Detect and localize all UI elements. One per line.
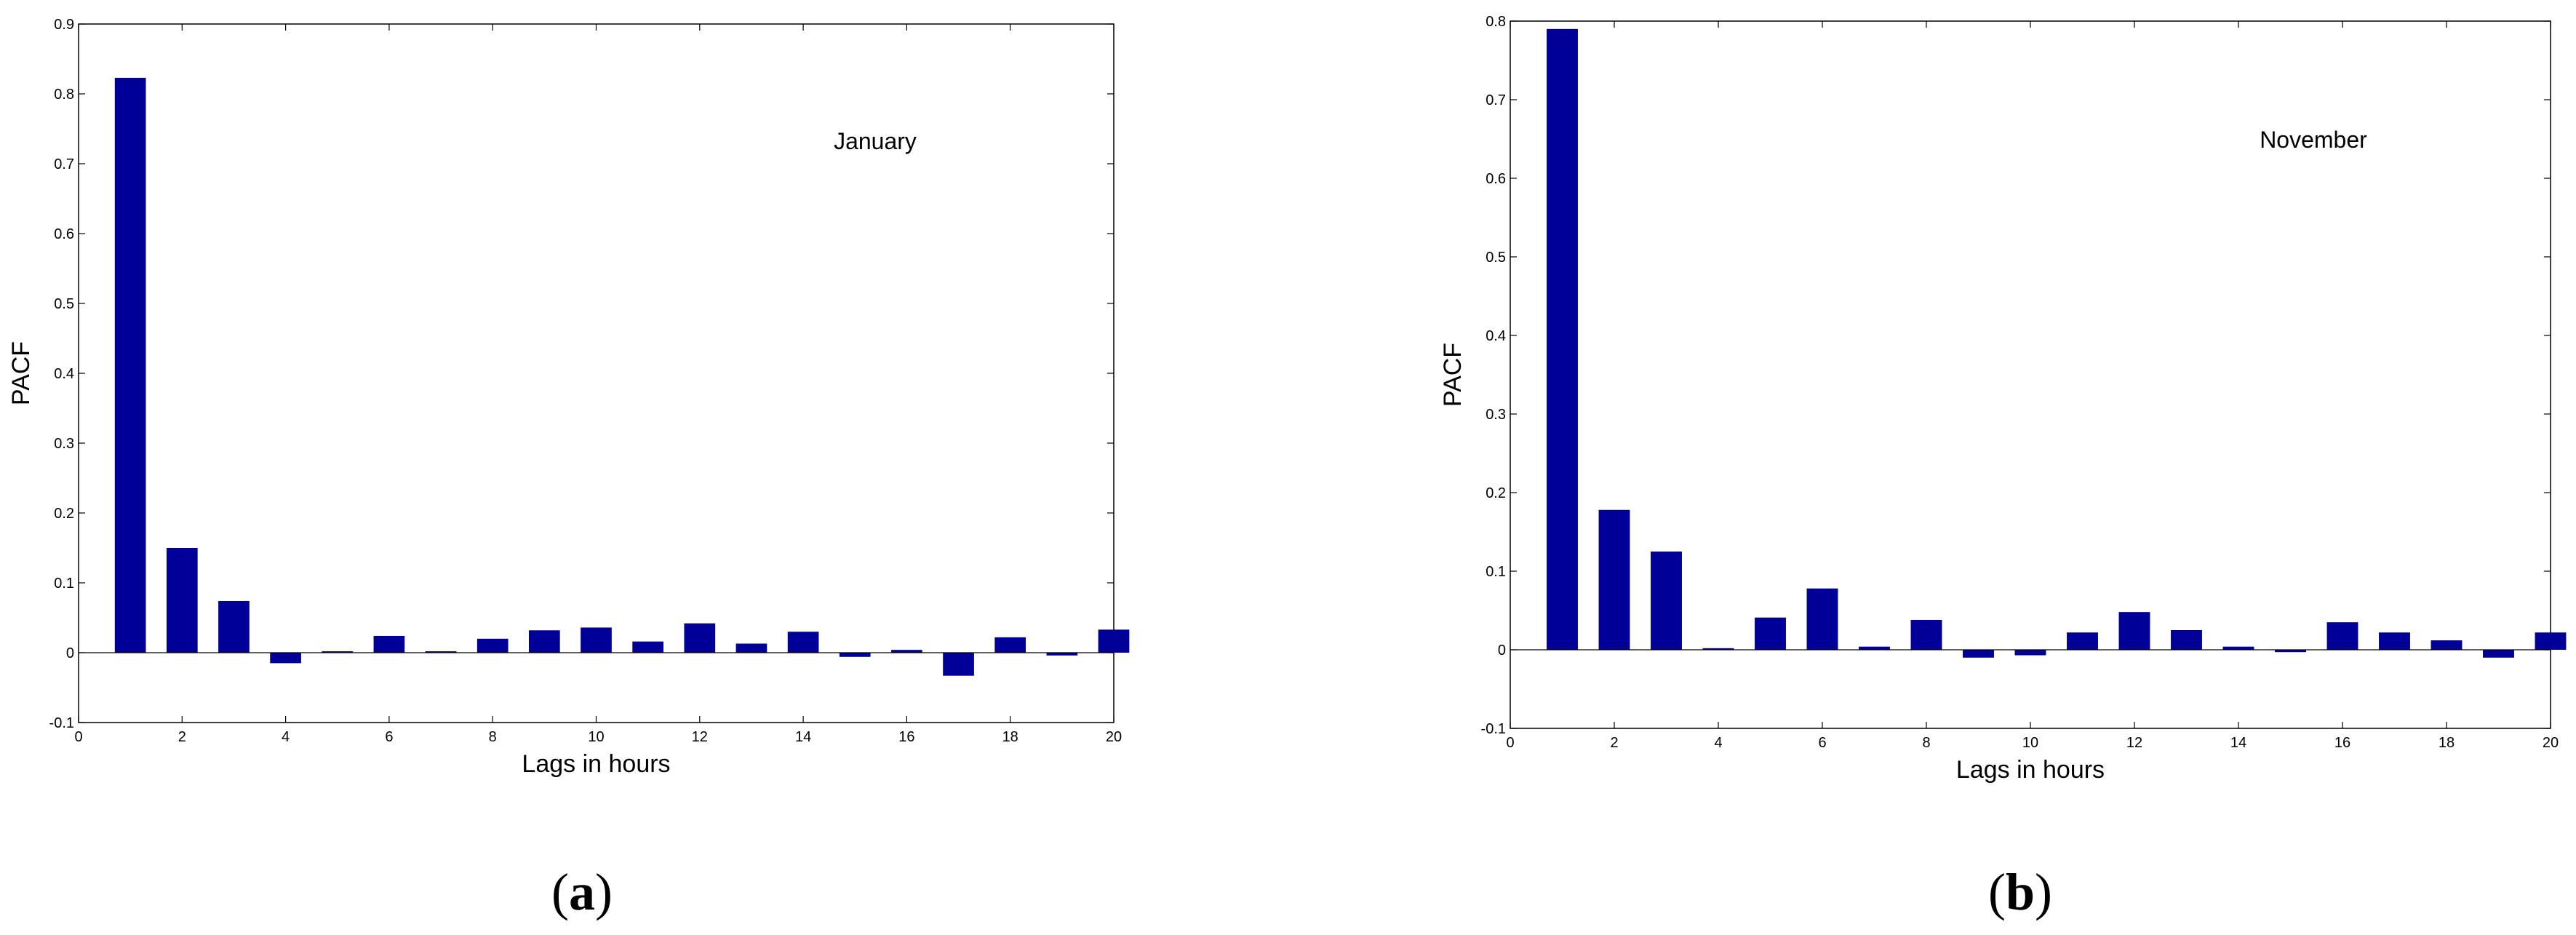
bar-lag-14 — [2222, 646, 2254, 650]
bar-lag-4 — [270, 653, 301, 664]
bar-lag-2 — [166, 548, 198, 653]
bar-lag-7 — [425, 651, 457, 653]
bar-lag-7 — [1859, 646, 1890, 650]
y-tick-label: 0.2 — [54, 506, 74, 522]
bar-lag-12 — [684, 623, 716, 653]
y-tick-label: 0.8 — [1486, 14, 1506, 30]
x-tick-label: 0 — [1506, 735, 1514, 751]
x-tick-label: 16 — [2334, 735, 2350, 751]
bar-lag-15 — [2275, 650, 2306, 653]
panel-label: (a) — [551, 863, 613, 921]
bar-lag-10 — [581, 627, 612, 653]
x-axis-title: Lags in hours — [1956, 756, 2105, 784]
x-tick-label: 14 — [795, 729, 811, 745]
y-axis-title: PACF — [7, 341, 35, 405]
bar-lag-18 — [994, 637, 1026, 653]
x-tick-label: 4 — [282, 729, 290, 745]
month-annotation: January — [834, 128, 917, 154]
y-tick-label: 0.6 — [54, 226, 74, 242]
x-tick-label: 6 — [1818, 735, 1826, 751]
bar-lag-3 — [1651, 552, 1682, 650]
y-tick-label: 0.8 — [54, 87, 74, 103]
y-axis-title: PACF — [1439, 343, 1467, 407]
bar-lag-16 — [2326, 622, 2358, 650]
x-tick-label: 14 — [2230, 735, 2246, 751]
bar-lag-14 — [787, 632, 819, 653]
panel-label: (b) — [1988, 863, 2052, 921]
bar-lag-9 — [529, 630, 560, 653]
y-tick-label: 0.1 — [54, 576, 74, 592]
x-axis-title: Lags in hours — [522, 750, 670, 778]
y-tick-label: 0.5 — [1486, 250, 1506, 266]
x-tick-label: 16 — [898, 729, 914, 745]
x-tick-label: 10 — [588, 729, 604, 745]
bar-lag-6 — [1806, 588, 1838, 650]
bar-lag-17 — [943, 653, 974, 676]
bar-lag-20 — [1098, 629, 1130, 653]
x-tick-label: 0 — [74, 729, 82, 745]
bar-lag-5 — [1755, 617, 1786, 650]
plot-area — [78, 23, 1114, 723]
y-tick-label: 0.7 — [54, 156, 74, 172]
bar-lag-1 — [1547, 28, 1578, 650]
y-tick-label: 0.4 — [54, 366, 74, 382]
bar-lag-18 — [2431, 640, 2463, 650]
bar-lag-16 — [891, 650, 922, 653]
plot-area — [1510, 20, 2551, 729]
bar-lag-10 — [2014, 650, 2046, 656]
month-annotation: November — [2260, 127, 2367, 153]
bar-lag-13 — [2171, 630, 2202, 650]
x-tick-label: 18 — [2439, 735, 2455, 751]
y-tick-label: 0.4 — [1486, 328, 1506, 344]
bar-lag-19 — [1046, 653, 1078, 656]
bar-lag-1 — [114, 77, 146, 653]
x-tick-label: 6 — [385, 729, 393, 745]
bar-lag-11 — [632, 641, 663, 653]
y-tick-label: 0.3 — [54, 436, 74, 452]
y-tick-label: 0.2 — [1486, 485, 1506, 501]
bar-lag-2 — [1598, 509, 1630, 650]
y-tick-label: 0.3 — [1486, 407, 1506, 423]
y-tick-label: 0.6 — [1486, 171, 1506, 187]
bar-lag-8 — [476, 638, 509, 653]
y-tick-label: -0.1 — [49, 715, 74, 731]
y-tick-label: 0.5 — [54, 296, 74, 312]
bar-lag-20 — [2535, 632, 2567, 650]
chart-panel-november: 0 2 4 6 8 10 12 14 16 18 20-0.100.10.20.30.40.50.6… — [1439, 14, 2567, 921]
x-tick-label: 2 — [178, 729, 186, 745]
bar-lag-3 — [218, 600, 250, 653]
y-tick-label: 0.1 — [1486, 564, 1506, 580]
y-tick-label: 0 — [66, 645, 74, 661]
x-tick-label: 10 — [2022, 735, 2038, 751]
y-tick-label: 0.9 — [54, 17, 74, 33]
chart-panel-january: 0 2 4 6 8 10 12 14 16 18 20-0.100.10.20.30.40.50.6… — [7, 17, 1130, 921]
y-tick-label: 0.7 — [1486, 92, 1506, 108]
bar-lag-6 — [373, 635, 405, 653]
bar-lag-17 — [2379, 632, 2410, 650]
bar-lag-8 — [1910, 619, 1942, 650]
bar-lag-9 — [1963, 650, 1994, 658]
bar-lag-4 — [1702, 648, 1734, 650]
y-tick-label: -0.1 — [1481, 721, 1506, 737]
x-tick-label: 4 — [1714, 735, 1722, 751]
bar-lag-11 — [2067, 632, 2098, 650]
x-tick-label: 20 — [2543, 735, 2559, 751]
x-tick-label: 8 — [1922, 735, 1930, 751]
bar-lag-12 — [2118, 612, 2150, 650]
x-tick-label: 8 — [489, 729, 497, 745]
x-tick-label: 2 — [1610, 735, 1618, 751]
bar-lag-13 — [735, 643, 767, 653]
y-tick-label: 0 — [1498, 642, 1506, 659]
x-tick-label: 20 — [1106, 729, 1122, 745]
x-tick-label: 12 — [692, 729, 708, 745]
bar-lag-15 — [839, 653, 871, 657]
x-tick-label: 18 — [1002, 729, 1018, 745]
x-tick-label: 12 — [2126, 735, 2142, 751]
bar-lag-5 — [322, 651, 354, 653]
bar-lag-19 — [2483, 650, 2514, 658]
